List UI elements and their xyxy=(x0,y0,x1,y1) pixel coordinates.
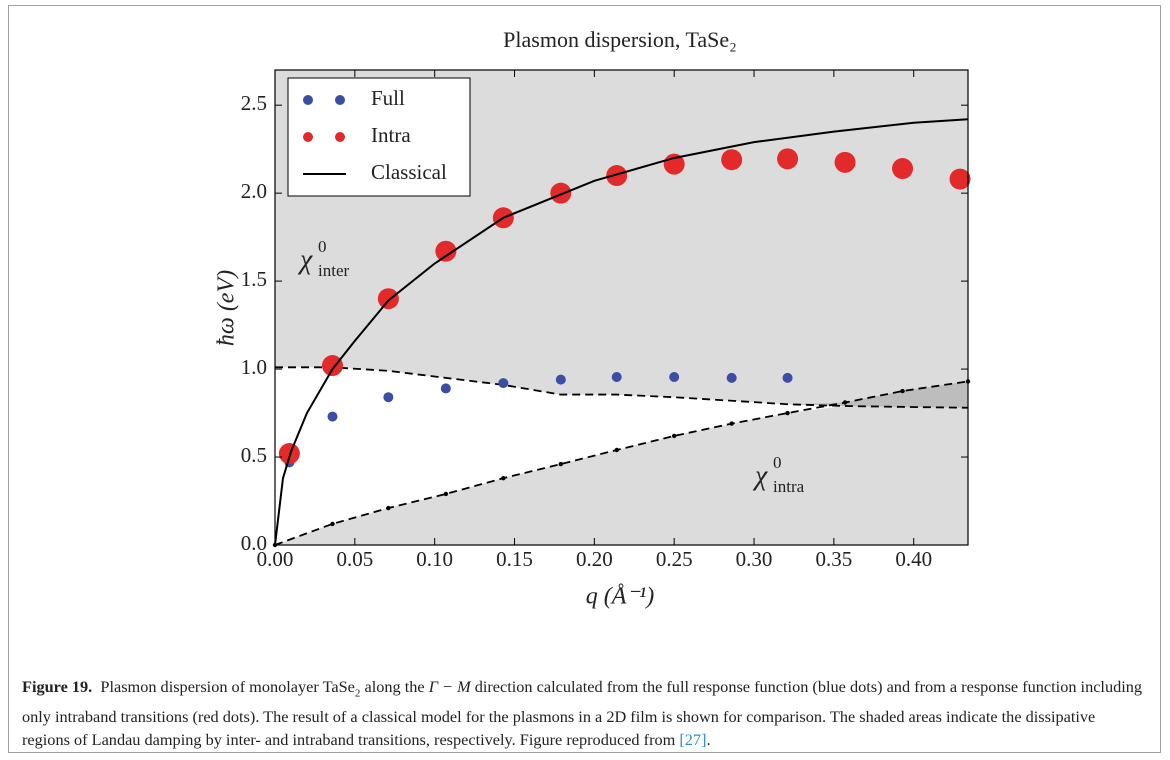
point xyxy=(834,151,856,173)
landau-boundary xyxy=(275,366,969,409)
boundary-point xyxy=(671,433,677,439)
legend-box xyxy=(287,77,471,197)
point xyxy=(278,443,300,465)
legend-marker xyxy=(335,95,345,105)
annotation-symbol: χ xyxy=(752,460,768,491)
point xyxy=(440,383,451,394)
point xyxy=(550,182,572,204)
boundary-point xyxy=(386,505,391,511)
boundary-point xyxy=(501,475,506,481)
point xyxy=(782,372,793,383)
y-tick-label: 2.5 xyxy=(241,91,267,115)
x-tick-label: 0.20 xyxy=(576,547,613,571)
point xyxy=(321,355,343,377)
point xyxy=(498,378,509,389)
caption-text: along the xyxy=(360,677,429,696)
line xyxy=(274,118,969,546)
annotation-sub: intra xyxy=(773,477,805,496)
legend-marker xyxy=(335,132,345,142)
boundary-point xyxy=(900,388,905,394)
point xyxy=(435,240,457,262)
legend-label: Full xyxy=(371,86,405,110)
caption-sub: 2 xyxy=(354,687,361,700)
y-axis-label: ħω (eV) xyxy=(214,270,240,346)
caption: Figure 19. Plasmon dispersion of monolay… xyxy=(22,675,1147,751)
boundary-point xyxy=(614,447,619,453)
caption-reference[interactable]: [27] xyxy=(679,730,707,750)
point xyxy=(669,371,680,382)
caption-text: direction calculated from the full respo… xyxy=(22,677,1143,750)
x-tick-label: 0.25 xyxy=(656,547,693,571)
point xyxy=(949,168,971,190)
x-tick-label: 0.05 xyxy=(336,547,373,571)
boundary-point xyxy=(330,521,335,527)
figure-frame xyxy=(8,5,1161,753)
annotation-sup: 0 xyxy=(318,237,327,256)
y-tick-label: 0.0 xyxy=(241,531,267,555)
x-tick-label: 0.35 xyxy=(815,547,852,571)
x-tick-label: 0.10 xyxy=(416,547,453,571)
chart: Plasmon dispersion, TaSe₂ q (Å⁻¹) ħω (eV… xyxy=(214,27,971,610)
point xyxy=(555,374,566,385)
y-tick-label: 1.5 xyxy=(241,267,267,291)
annotation-symbol: χ xyxy=(297,244,313,275)
x-axis-label: q (Å⁻¹) xyxy=(586,584,655,610)
caption-text: Plasmon dispersion of monolayer TaSe xyxy=(100,677,355,696)
boundary-point xyxy=(443,491,449,497)
boundary-point xyxy=(558,461,564,467)
point xyxy=(777,148,799,170)
caption-label: Figure 19. xyxy=(22,677,93,696)
boundary-point xyxy=(842,400,848,405)
x-tick-label: 0.00 xyxy=(257,547,294,571)
overlap-region xyxy=(275,367,968,408)
boundary-point xyxy=(729,421,734,426)
caption-math: Γ − M xyxy=(428,677,471,696)
point xyxy=(726,372,737,383)
annotation-sub: inter xyxy=(318,261,349,280)
x-tick-label: 0.40 xyxy=(895,547,932,571)
boundary-point xyxy=(785,410,790,416)
point xyxy=(383,392,394,403)
x-tick-label: 0.30 xyxy=(736,547,773,571)
legend-label: Classical xyxy=(371,160,447,184)
legend-marker xyxy=(303,95,313,105)
y-tick-label: 2.0 xyxy=(241,179,267,203)
point xyxy=(606,165,628,187)
point xyxy=(892,158,914,180)
x-tick-label: 0.15 xyxy=(496,547,533,571)
point xyxy=(377,288,399,310)
legend-label: Intra xyxy=(371,123,411,147)
point xyxy=(611,371,622,382)
caption-text: . xyxy=(706,730,711,750)
y-tick-label: 1.0 xyxy=(241,355,267,379)
plot-frame xyxy=(274,69,969,546)
annotation-sup: 0 xyxy=(773,453,782,472)
point xyxy=(327,411,338,422)
legend-marker xyxy=(303,132,313,142)
y-tick-label: 0.5 xyxy=(241,443,267,467)
point xyxy=(721,149,743,171)
chart-title: Plasmon dispersion, TaSe₂ xyxy=(503,27,737,52)
